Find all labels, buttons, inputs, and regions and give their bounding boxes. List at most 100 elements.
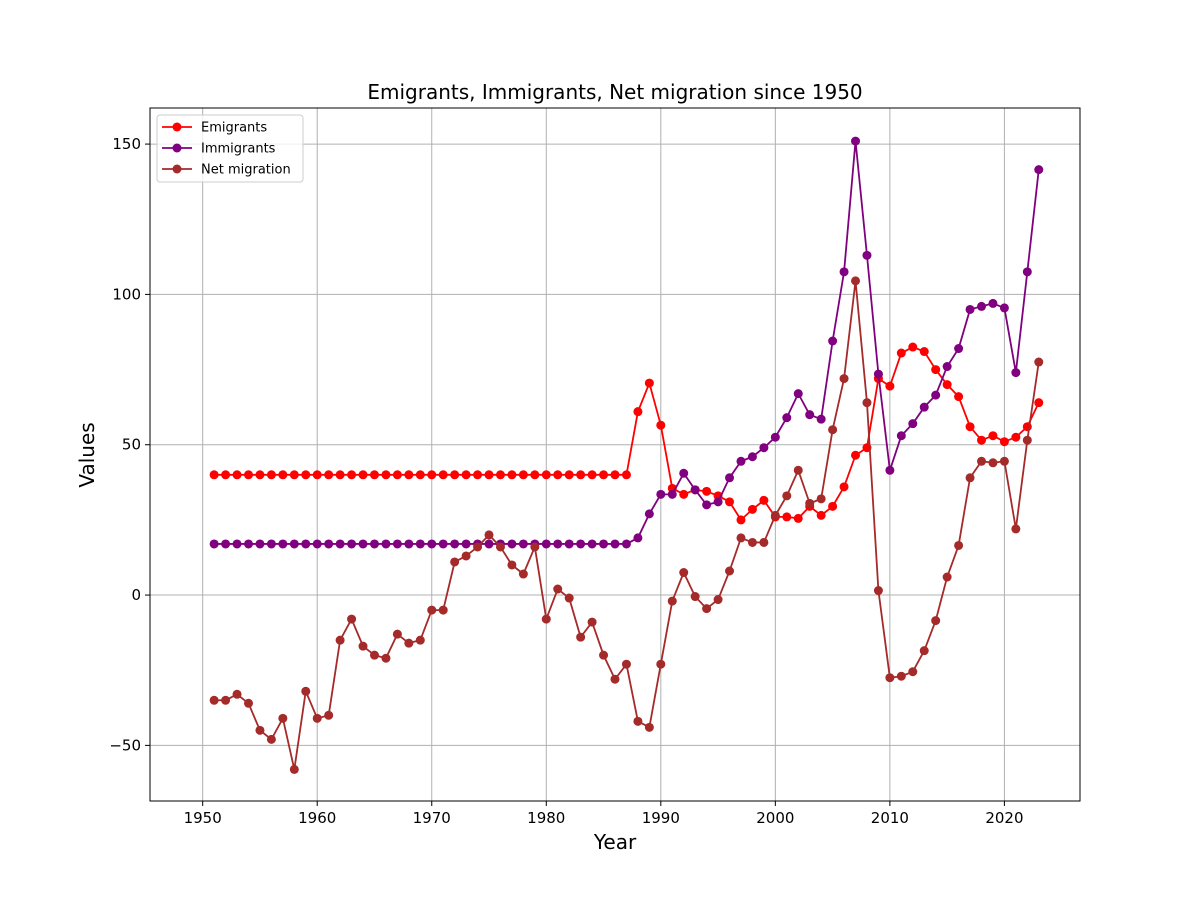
legend-item-immigrants: Immigrants (162, 142, 276, 157)
data-point-net-migration (209, 695, 219, 705)
data-point-emigrants (725, 497, 735, 507)
data-point-net-migration (644, 722, 654, 732)
data-point-net-migration (828, 425, 838, 435)
y-axis-label: Values (75, 422, 99, 487)
data-point-immigrants (667, 489, 677, 499)
data-point-emigrants (358, 470, 368, 480)
data-point-emigrants (312, 470, 322, 480)
data-point-net-migration (782, 491, 792, 501)
data-point-net-migration (335, 635, 345, 645)
data-point-immigrants (541, 539, 551, 549)
grid-lines (150, 108, 1080, 801)
data-point-emigrants (232, 470, 242, 480)
data-point-net-migration (690, 592, 700, 602)
data-point-emigrants (255, 470, 265, 480)
series-line-net-migration (214, 279, 1040, 771)
data-point-net-migration (312, 713, 322, 723)
data-point-emigrants (495, 470, 505, 480)
data-point-immigrants (770, 432, 780, 442)
y-tick-label: −50 (109, 736, 141, 754)
data-point-net-migration (988, 458, 998, 468)
data-point-emigrants (999, 437, 1009, 447)
data-point-immigrants (782, 413, 792, 423)
data-point-immigrants (599, 539, 609, 549)
data-point-immigrants (369, 539, 379, 549)
data-point-net-migration (702, 604, 712, 614)
legend-label-net-migration: Net migration (201, 163, 291, 178)
y-tick-label: 0 (131, 586, 141, 604)
data-point-immigrants (450, 539, 460, 549)
data-point-immigrants (484, 539, 494, 549)
data-point-emigrants (289, 470, 299, 480)
x-tick-label: 1980 (527, 809, 565, 827)
data-point-immigrants (919, 402, 929, 412)
data-point-emigrants (324, 470, 334, 480)
legend: Emigrants Immigrants Net migration (156, 114, 304, 183)
data-point-immigrants (518, 539, 528, 549)
data-point-emigrants (896, 348, 906, 358)
data-point-immigrants (805, 410, 815, 420)
data-point-net-migration (415, 635, 425, 645)
data-point-net-migration (770, 510, 780, 520)
data-point-emigrants (679, 489, 689, 499)
data-point-emigrants (507, 470, 517, 480)
y-tick-label: 100 (112, 285, 141, 303)
data-point-net-migration (793, 465, 803, 475)
data-point-immigrants (1022, 267, 1032, 277)
data-point-emigrants (988, 431, 998, 441)
data-point-net-migration (541, 614, 551, 624)
data-point-net-migration (530, 542, 540, 552)
data-point-emigrants (885, 381, 895, 391)
data-point-net-migration (896, 671, 906, 681)
data-point-immigrants (221, 539, 231, 549)
data-point-emigrants (564, 470, 574, 480)
data-point-emigrants (747, 504, 757, 514)
data-point-immigrants (702, 500, 712, 510)
data-point-immigrants (621, 539, 631, 549)
data-point-net-migration (816, 494, 826, 504)
data-point-net-migration (942, 572, 952, 582)
data-point-net-migration (931, 616, 941, 626)
data-point-immigrants (965, 304, 975, 314)
data-point-net-migration (427, 605, 437, 615)
data-point-emigrants (816, 510, 826, 520)
data-point-emigrants (484, 470, 494, 480)
data-point-net-migration (679, 568, 689, 578)
data-point-net-migration (404, 638, 414, 648)
data-point-net-migration (747, 537, 757, 547)
data-point-immigrants (851, 136, 861, 146)
data-point-emigrants (621, 470, 631, 480)
data-point-emigrants (931, 365, 941, 375)
data-point-net-migration (266, 734, 276, 744)
data-point-immigrants (690, 485, 700, 495)
data-point-immigrants (999, 303, 1009, 313)
data-point-immigrants (1034, 165, 1044, 175)
x-tick-label: 1960 (298, 809, 336, 827)
data-point-net-migration (908, 667, 918, 677)
plot-frame (149, 107, 1081, 802)
data-point-emigrants (908, 342, 918, 352)
data-point-emigrants (828, 501, 838, 511)
data-point-net-migration (518, 569, 528, 579)
data-point-net-migration (656, 659, 666, 669)
data-point-immigrants (977, 301, 986, 311)
data-point-net-migration (873, 586, 883, 596)
series-line-emigrants (214, 346, 1040, 521)
data-point-net-migration (805, 498, 815, 508)
data-point-net-migration (759, 537, 769, 547)
data-point-immigrants (335, 539, 345, 549)
data-point-net-migration (736, 533, 746, 543)
data-point-net-migration (851, 276, 861, 286)
data-point-net-migration (1022, 435, 1032, 445)
data-point-immigrants (209, 539, 219, 549)
data-point-emigrants (633, 407, 643, 417)
legend-item-emigrants: Emigrants (162, 121, 267, 136)
data-point-net-migration (919, 646, 929, 656)
x-tick-label: 1950 (184, 809, 222, 827)
data-point-emigrants (851, 450, 861, 460)
data-point-net-migration (553, 584, 563, 594)
data-point-net-migration (450, 557, 460, 567)
data-point-immigrants (747, 452, 757, 462)
